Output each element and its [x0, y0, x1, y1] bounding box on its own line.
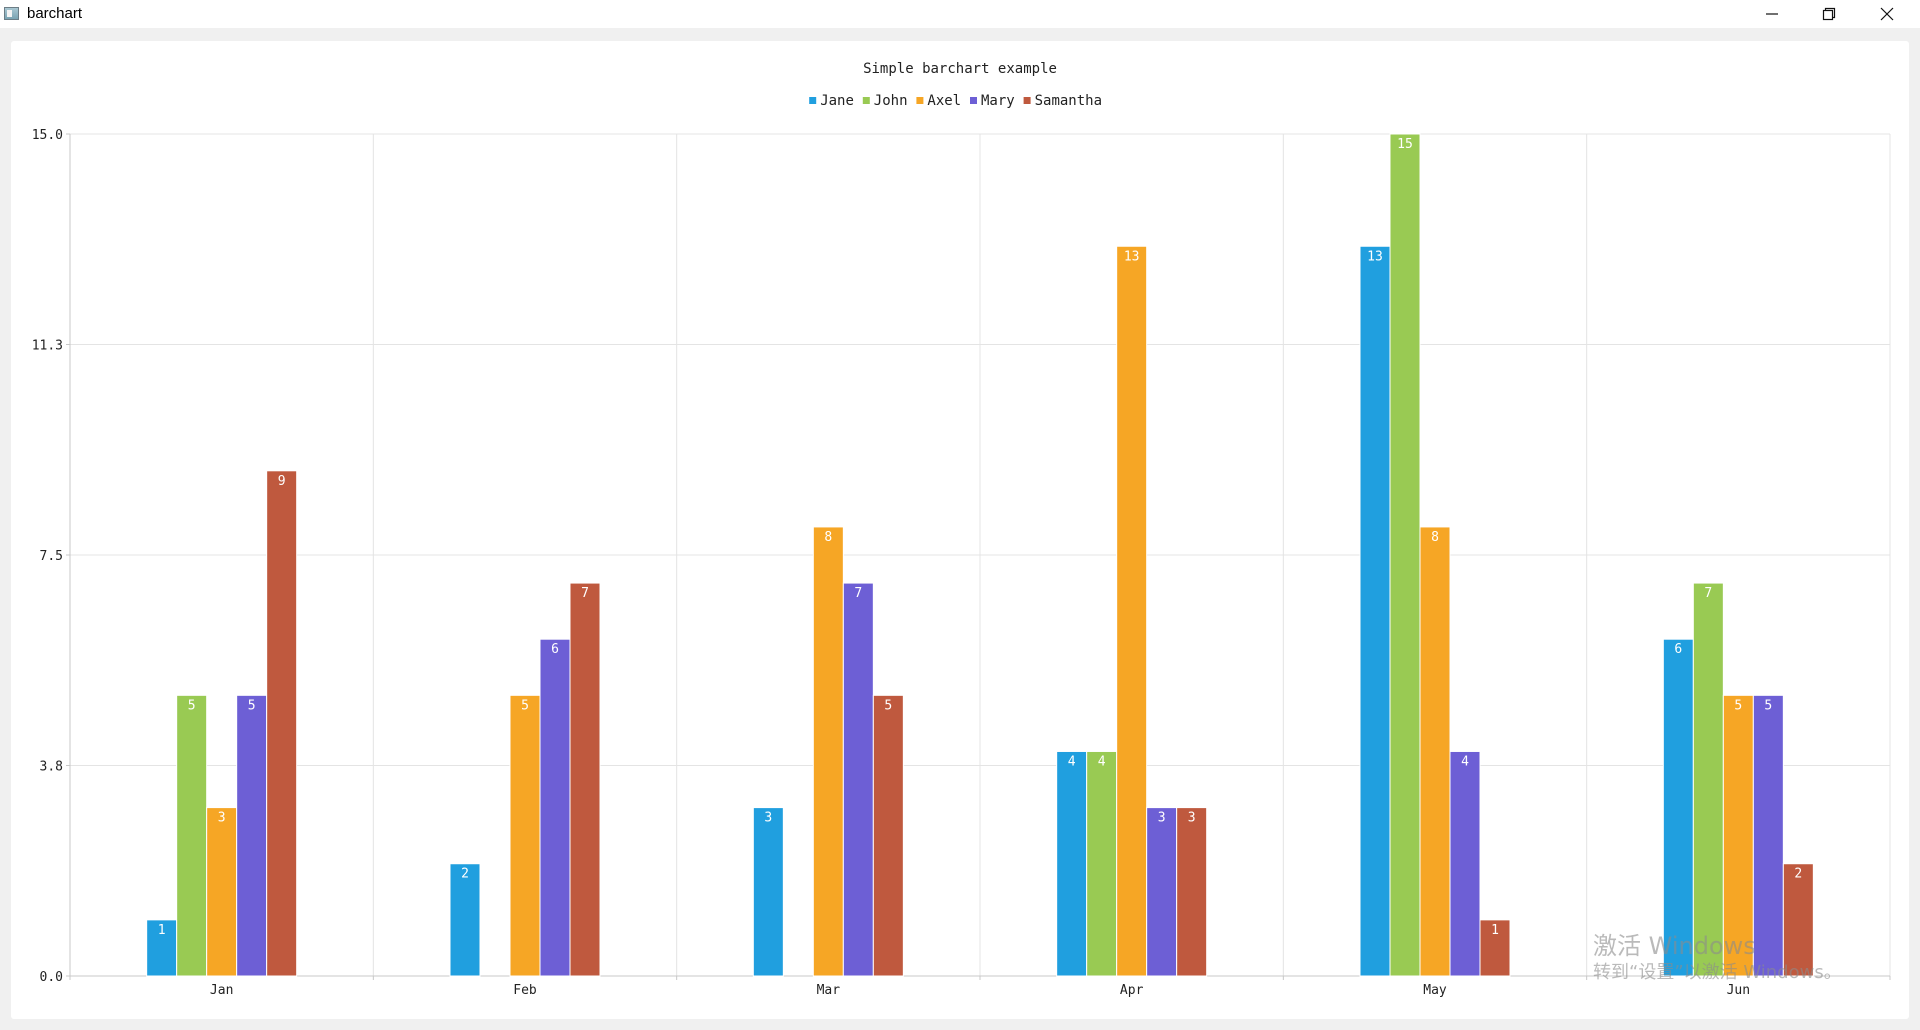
- bar-value-label: 15: [1397, 137, 1413, 152]
- bar-mary: [539, 638, 571, 977]
- app-icon: [4, 7, 19, 20]
- legend-swatch: [1023, 97, 1031, 104]
- bar-axel: [1116, 245, 1148, 977]
- bar-value-label: 3: [1188, 811, 1196, 826]
- bar-mary: [236, 694, 268, 977]
- bar-value-label: 13: [1124, 249, 1140, 264]
- y-tick-label: 0.0: [40, 970, 63, 985]
- bar-jane: [1662, 638, 1694, 977]
- legend-label: Samantha: [1035, 93, 1102, 109]
- bar-value-label: 8: [824, 530, 832, 545]
- bar-value-label: 13: [1367, 249, 1383, 264]
- bar-value-label: 2: [461, 867, 469, 882]
- bar-value-label: 1: [1491, 923, 1499, 938]
- close-button[interactable]: [1857, 0, 1917, 28]
- y-tick-label: 11.3: [32, 339, 63, 354]
- bar-axel: [1419, 526, 1451, 977]
- bar-samantha: [266, 470, 298, 977]
- legend-label: Mary: [981, 93, 1015, 109]
- chart-title: Simple barchart example: [863, 61, 1057, 77]
- bar-value-label: 7: [581, 586, 589, 601]
- legend-label: Jane: [820, 93, 854, 109]
- bar-value-label: 4: [1461, 754, 1469, 769]
- bar-value-label: 5: [884, 698, 892, 713]
- bar-value-label: 5: [1734, 698, 1742, 713]
- bar-mary: [1146, 807, 1178, 977]
- bar-john: [1086, 750, 1118, 977]
- y-tick-label: 7.5: [40, 549, 63, 564]
- bar-value-label: 1: [158, 923, 166, 938]
- title-bar[interactable]: barchart: [0, 0, 1920, 28]
- legend-label: John: [874, 93, 908, 109]
- x-tick-label: Apr: [1120, 983, 1144, 998]
- bar-john: [1692, 582, 1724, 977]
- bar-samantha: [1782, 863, 1814, 977]
- bar-value-label: 3: [1158, 811, 1166, 826]
- x-tick-label: May: [1423, 983, 1447, 998]
- x-tick-label: Jun: [1727, 983, 1750, 998]
- x-tick-label: Mar: [817, 983, 841, 998]
- bar-jane: [752, 807, 784, 977]
- bar-samantha: [569, 582, 601, 977]
- bar-value-label: 4: [1098, 754, 1106, 769]
- legend-swatch: [916, 97, 924, 104]
- bar-jane: [1056, 750, 1088, 977]
- bar-jane: [1359, 245, 1391, 977]
- window-title: barchart: [27, 5, 83, 22]
- bar-axel: [812, 526, 844, 977]
- minimize-icon: [1766, 13, 1778, 15]
- bar-jane: [449, 863, 481, 977]
- bar-value-label: 5: [188, 698, 196, 713]
- bar-value-label: 7: [1704, 586, 1712, 601]
- restore-button[interactable]: [1799, 0, 1859, 28]
- y-tick-label: 3.8: [40, 760, 63, 775]
- bar-value-label: 4: [1068, 754, 1076, 769]
- bar-axel: [509, 694, 541, 977]
- close-icon: [1880, 7, 1894, 21]
- y-tick-label: 15.0: [32, 128, 63, 143]
- bar-axel: [1722, 694, 1754, 977]
- bar-value-label: 8: [1431, 530, 1439, 545]
- bar-mary: [1449, 750, 1481, 977]
- bar-value-label: 5: [248, 698, 256, 713]
- legend-swatch: [970, 97, 977, 104]
- bar-samantha: [872, 694, 904, 977]
- bar-mary: [842, 582, 874, 977]
- bar-john: [176, 694, 208, 977]
- chart-panel: [11, 41, 1909, 1019]
- bar-value-label: 3: [764, 811, 772, 826]
- bar-value-label: 5: [521, 698, 529, 713]
- legend-label: Axel: [927, 93, 961, 109]
- x-tick-label: Feb: [513, 983, 537, 998]
- bar-value-label: 2: [1794, 867, 1802, 882]
- bar-john: [1389, 133, 1421, 977]
- bar-value-label: 6: [1674, 642, 1682, 657]
- bar-samantha: [1479, 919, 1511, 977]
- x-tick-label: Jan: [210, 983, 233, 998]
- bar-samantha: [1176, 807, 1208, 977]
- bar-value-label: 5: [1764, 698, 1772, 713]
- bar-value-label: 9: [278, 474, 286, 489]
- bar-mary: [1752, 694, 1784, 977]
- bar-value-label: 7: [854, 586, 862, 601]
- bar-value-label: 6: [551, 642, 559, 657]
- minimize-button[interactable]: [1742, 0, 1802, 28]
- bar-axel: [206, 807, 238, 977]
- legend-swatch: [862, 97, 870, 104]
- restore-icon: [1822, 7, 1836, 21]
- bar-value-label: 3: [218, 811, 226, 826]
- legend-swatch: [809, 97, 817, 104]
